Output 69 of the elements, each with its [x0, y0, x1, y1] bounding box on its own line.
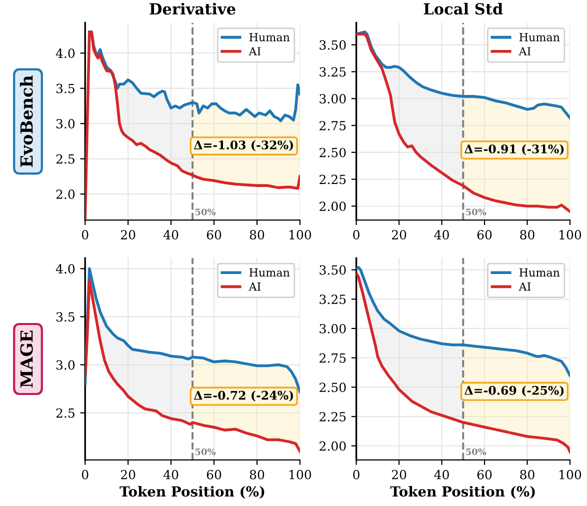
x-axis-title: Token Position (%)	[390, 486, 535, 499]
x-tick-label: 80	[250, 230, 264, 240]
annotation: Δ=-0.91 (-31%)	[464, 144, 564, 156]
y-axis-title: MAGE	[20, 330, 33, 388]
legend-label: AI	[518, 47, 531, 56]
y-tick-label: 2.00	[320, 202, 346, 212]
legend-label: Human	[249, 268, 290, 277]
legend-label: Human	[249, 33, 290, 42]
y-tick-label: 3.50	[320, 265, 346, 275]
x-tick-label: 100	[290, 230, 312, 240]
x-tick-label: 20	[392, 230, 406, 240]
x-axis-title: Token Position (%)	[120, 486, 264, 499]
y-tick-label: 2.5	[56, 154, 74, 164]
y-tick-label: 2.75	[320, 353, 346, 363]
x-tick-label: 20	[392, 470, 406, 480]
ref-line-label: 50%	[195, 208, 216, 216]
x-tick-label: 60	[477, 470, 492, 480]
ref-line-label: 50%	[466, 448, 486, 456]
x-tick-label: 40	[434, 230, 449, 240]
y-tick-label: 3.25	[320, 294, 346, 304]
chart-title: Derivative	[150, 2, 236, 15]
y-tick-label: 3.5	[56, 84, 74, 94]
ref-line-label: 50%	[466, 208, 486, 216]
annotation: Δ=-0.69 (-25%)	[464, 386, 564, 396]
x-tick-label: 80	[520, 470, 534, 480]
x-tick-label: 60	[206, 470, 222, 480]
y-tick-label: 2.25	[320, 412, 346, 422]
annotation: Δ=-1.03 (-32%)	[194, 140, 294, 152]
y-tick-label: 2.00	[320, 441, 346, 451]
legend-label: Human	[519, 268, 560, 277]
y-tick-label: 2.0	[56, 190, 75, 199]
x-tick-label: 80	[520, 230, 534, 240]
legend-label: Human	[519, 33, 560, 42]
x-tick-label: 100	[560, 470, 582, 480]
annotation: Δ=-0.72 (-24%)	[194, 390, 294, 402]
chart-title: Local Std	[424, 2, 503, 15]
x-tick-label: 40	[163, 470, 178, 480]
x-tick-label: 60	[206, 230, 222, 240]
x-tick-label: 0	[82, 230, 88, 240]
y-tick-label: 3.00	[320, 324, 346, 334]
y-axis-title: EvoBench	[20, 76, 33, 167]
x-tick-label: 0	[353, 230, 360, 240]
x-tick-label: 40	[163, 230, 178, 240]
x-tick-label: 60	[477, 230, 492, 240]
legend-label: AI	[248, 282, 261, 291]
legend-label: AI	[518, 282, 531, 291]
y-tick-label: 4.0	[56, 264, 75, 274]
y-tick-label: 3.50	[320, 40, 346, 50]
y-tick-label: 3.5	[56, 312, 74, 322]
y-tick-label: 2.25	[320, 174, 346, 184]
x-tick-label: 20	[120, 230, 136, 240]
x-tick-label: 40	[434, 470, 449, 480]
y-tick-label: 2.75	[320, 120, 346, 130]
y-tick-label: 2.50	[320, 382, 346, 392]
y-tick-label: 3.00	[320, 94, 346, 104]
x-tick-label: 80	[250, 470, 264, 480]
x-tick-label: 100	[560, 230, 582, 240]
y-tick-label: 2.50	[320, 148, 346, 158]
ref-line-label: 50%	[195, 448, 216, 456]
x-tick-label: 20	[120, 470, 136, 480]
y-tick-label: 3.0	[56, 119, 75, 128]
legend-label: AI	[248, 47, 261, 56]
y-tick-label: 2.5	[56, 408, 74, 418]
x-tick-label: 0	[82, 470, 88, 480]
x-tick-label: 0	[353, 470, 360, 480]
y-tick-label: 4.0	[56, 48, 75, 58]
y-tick-label: 3.0	[56, 360, 75, 370]
y-tick-label: 3.25	[320, 67, 346, 77]
x-tick-label: 100	[290, 470, 312, 480]
